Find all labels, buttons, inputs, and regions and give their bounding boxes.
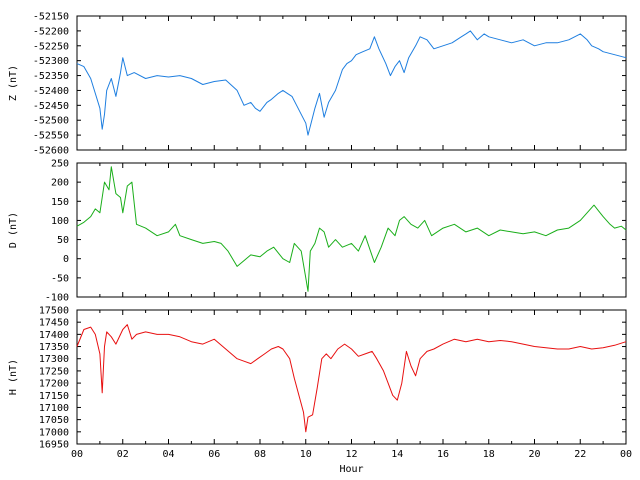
h-y-tick-label: 17000 <box>39 427 69 438</box>
h-y-tick-label: 17100 <box>39 403 69 414</box>
z-series-line <box>76 30 627 136</box>
z-y-tick-label: -52450 <box>33 101 69 112</box>
z-y-axis-label: Z (nT) <box>8 65 19 101</box>
d-y-axis-label: D (nT) <box>8 212 19 248</box>
h-series-line <box>76 324 627 433</box>
d-panel: 250 200 150 100 50 0 -50 -100 D (nT) <box>8 159 627 304</box>
h-y-tick-label: 17450 <box>39 318 69 329</box>
x-tick-label: 00 <box>71 449 83 460</box>
z-y-tick-label: -52150 <box>33 12 69 23</box>
d-y-tick-label: 250 <box>51 159 69 170</box>
d-series-line <box>76 166 627 292</box>
d-y-tick-label: 200 <box>51 178 69 189</box>
x-tick-label: 12 <box>345 449 357 460</box>
h-y-axis-label: H (nT) <box>8 359 19 395</box>
d-y-tick-label: 50 <box>57 235 69 246</box>
h-y-tick-label: 17500 <box>39 306 69 317</box>
x-tick-label: 22 <box>574 449 586 460</box>
h-y-tick-label: 17350 <box>39 342 69 353</box>
x-tick-label: 00 <box>620 449 632 460</box>
z-y-tick-label: -52500 <box>33 116 69 127</box>
d-y-tick-label: 0 <box>63 254 69 265</box>
d-y-tick-label: -50 <box>51 273 69 284</box>
z-y-tick-label: -52350 <box>33 71 69 82</box>
h-y-tick-label: 17050 <box>39 415 69 426</box>
h-y-tick-label: 17200 <box>39 379 69 390</box>
d-y-tick-label: 150 <box>51 197 69 208</box>
x-axis-label: Hour <box>339 464 363 475</box>
x-tick-label: 04 <box>162 449 174 460</box>
x-tick-label: 16 <box>437 449 449 460</box>
d-y-tick-label: -100 <box>45 293 69 304</box>
z-panel: -52150 -52200 -52250 -52300 -52350 -52400 -524… <box>8 12 627 157</box>
h-y-tick-label: 16950 <box>39 440 69 451</box>
h-plot-frame <box>76 309 627 445</box>
z-y-tick-label: -52400 <box>33 86 69 97</box>
h-y-tick-label: 17250 <box>39 366 69 377</box>
z-y-tick-label: -52600 <box>33 146 69 157</box>
x-tick-label: 20 <box>528 449 540 460</box>
x-tick-label: 14 <box>391 449 403 460</box>
z-y-tick-label: -52300 <box>33 56 69 67</box>
z-plot-frame <box>76 15 627 151</box>
x-tick-label: 02 <box>117 449 129 460</box>
z-y-tick-label: -52250 <box>33 41 69 52</box>
h-y-tick-label: 17400 <box>39 330 69 341</box>
h-y-tick-label: 17300 <box>39 354 69 365</box>
z-y-tick-label: -52200 <box>33 26 69 37</box>
h-y-tick-label: 17150 <box>39 391 69 402</box>
d-plot-frame <box>76 162 627 298</box>
x-tick-label: 18 <box>483 449 495 460</box>
x-tick-label: 10 <box>300 449 312 460</box>
x-tick-label: 08 <box>254 449 266 460</box>
x-tick-label: 06 <box>208 449 220 460</box>
d-y-tick-label: 100 <box>51 216 69 227</box>
z-y-tick-label: -52550 <box>33 131 69 142</box>
